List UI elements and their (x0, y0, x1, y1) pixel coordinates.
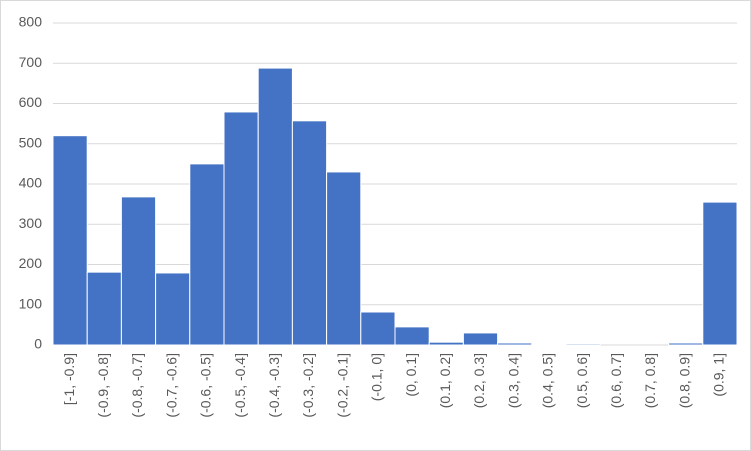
x-tick-label: (0.9, 1] (711, 353, 727, 397)
bar (497, 342, 533, 346)
x-tick-label: (0.5, 0.6] (574, 353, 590, 408)
bar (223, 111, 259, 346)
x-tick-label: (0.7, 0.8] (642, 353, 658, 408)
bar (702, 201, 738, 346)
bar (120, 196, 157, 346)
y-tick-label: 700 (19, 54, 43, 70)
x-tick-label: (0.1, 0.2] (437, 353, 453, 408)
y-tick-label: 600 (19, 94, 43, 110)
bar (189, 163, 225, 346)
y-tick-label: 800 (19, 14, 43, 30)
bar (86, 271, 122, 346)
x-tick-label: (0, 0.1] (403, 353, 419, 397)
x-tick-label: (0.4, 0.5] (540, 353, 556, 408)
bar (565, 343, 601, 346)
bar (257, 67, 293, 346)
bar (428, 341, 464, 346)
y-tick-label: 0 (34, 336, 42, 352)
x-tick-label: (-0.8, -0.7] (129, 353, 145, 418)
x-tick-label: (-0.2, -0.1] (334, 353, 350, 418)
bar (360, 311, 396, 346)
bar (52, 135, 88, 346)
bar (462, 332, 499, 346)
x-tick-label: (0.8, 0.9] (676, 353, 692, 408)
bar (291, 120, 328, 346)
bar (394, 326, 430, 346)
y-tick-label: 200 (19, 255, 43, 271)
x-tick-label: (-0.4, -0.3] (266, 353, 282, 418)
y-tick-label: 100 (19, 295, 43, 311)
bar (326, 171, 362, 346)
x-tick-label: (0.2, 0.3] (471, 353, 487, 408)
x-tick-label: (0.6, 0.7] (608, 353, 624, 408)
x-tick-label: (0.3, 0.4] (505, 353, 521, 408)
x-tick-label: (-0.1, 0] (369, 353, 385, 401)
x-tick-label: (-0.9, -0.8] (95, 353, 111, 418)
x-tick-label: (-0.7, -0.6] (163, 353, 179, 418)
y-tick-label: 500 (19, 134, 43, 150)
y-tick-label: 400 (19, 175, 43, 191)
x-tick-label: (-0.5, -0.4] (232, 353, 248, 418)
y-tick-label: 300 (19, 215, 43, 231)
x-tick-label: (-0.3, -0.2] (300, 353, 316, 418)
bar (668, 342, 704, 346)
x-tick-label: (-0.6, -0.5] (198, 353, 214, 418)
x-tick-label: [-1, -0.9] (61, 353, 77, 405)
bar (155, 272, 191, 346)
